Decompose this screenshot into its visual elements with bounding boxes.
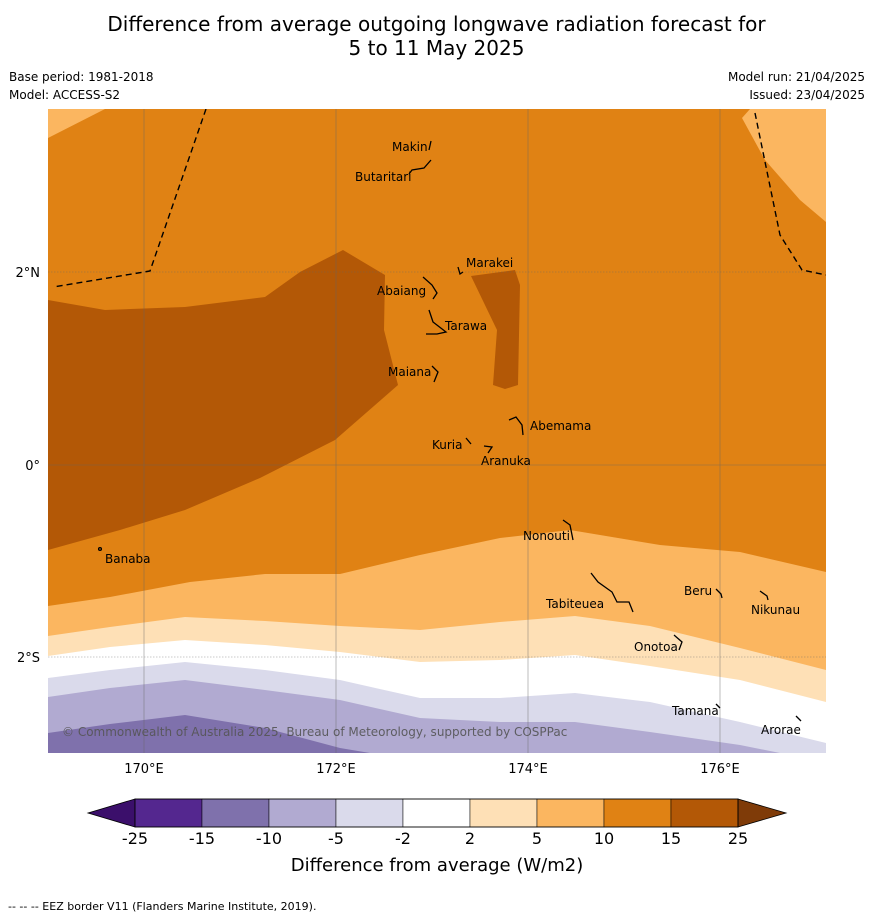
lon-tick-176: 176°E [700, 762, 740, 777]
island-butaritari [408, 159, 432, 175]
label-abemama: Abemama [530, 419, 591, 433]
island-marakei [457, 266, 464, 276]
lon-tick-170: 170°E [124, 762, 164, 777]
label-marakei: Marakei [466, 256, 513, 270]
contour-5-10-nw [48, 109, 105, 138]
contour-15-25-west [48, 250, 398, 550]
colorbar-tick-label: -25 [122, 829, 148, 848]
colorbar-segments [134, 798, 739, 828]
axis-labels: 170°E 172°E 174°E 176°E 2°N 0° 2°S [16, 266, 740, 777]
island-tarawa [426, 309, 448, 335]
island-kuria [465, 437, 472, 445]
contour-15-25-east [471, 270, 520, 389]
colorbar-tick-label: 10 [594, 829, 614, 848]
base-period: Base period: 1981-2018 [9, 70, 154, 84]
island-onotoa [673, 634, 683, 651]
colorbar-tick-label: 25 [728, 829, 748, 848]
island-nikunau [759, 590, 769, 601]
colorbar-segment [536, 798, 605, 828]
label-nonouti: Nonouti [523, 529, 570, 543]
colorbar-tick-label: 5 [532, 829, 542, 848]
island-beru [715, 588, 723, 599]
issued-date: Issued: 23/04/2025 [749, 88, 865, 102]
label-maiana: Maiana [388, 365, 431, 379]
label-onotoa: Onotoa [634, 640, 678, 654]
island-arorae [795, 715, 802, 722]
contour-minus15-minus10 [48, 715, 370, 753]
place-labels: Makin Butaritari Marakei Abaiang Tarawa … [105, 140, 801, 737]
label-tamana: Tamana [671, 704, 719, 718]
colorbar-tick-label: -5 [328, 829, 344, 848]
colorbar-segment [603, 798, 672, 828]
label-tabiteuea: Tabiteuea [545, 597, 604, 611]
colorbar-tick-label: -10 [256, 829, 282, 848]
colorbar-segment [469, 798, 538, 828]
island-nonouti [562, 519, 574, 541]
label-aranuka: Aranuka [481, 454, 531, 468]
label-abaiang: Abaiang [377, 284, 426, 298]
label-kuria: Kuria [432, 438, 463, 452]
colorbar-ticks: -25 -15 -10 -5 -2 2 5 10 15 25 [122, 829, 748, 848]
island-abemama [508, 416, 524, 436]
title-line-2: 5 to 11 May 2025 [348, 36, 525, 60]
island-tabiteuea [590, 572, 634, 613]
colorbar-tick-label: 15 [661, 829, 681, 848]
label-banaba: Banaba [105, 552, 151, 566]
colorbar-label: Difference from average (W/m2) [291, 855, 583, 876]
colorbar-segment [670, 798, 739, 828]
lon-tick-172: 172°E [316, 762, 356, 777]
island-maiana [431, 365, 439, 383]
island-banaba [97, 546, 103, 552]
title-line-1: Difference from average outgoing longwav… [107, 12, 766, 36]
lon-tick-174: 174°E [508, 762, 548, 777]
islands [97, 140, 802, 722]
colorbar-segment [335, 798, 404, 828]
gridlines [48, 109, 826, 753]
model-run: Model run: 21/04/2025 [727, 70, 865, 84]
island-makin [428, 140, 432, 151]
island-abaiang [422, 276, 438, 300]
colorbar-segment [134, 798, 203, 828]
colorbar-segment [402, 798, 471, 828]
label-butaritari: Butaritari [355, 170, 412, 184]
colorbar: -25 -15 -10 -5 -2 2 5 10 15 25 Difference from av… [86, 798, 788, 876]
copyright-watermark: © Commonwealth of Australia 2025, Bureau… [62, 725, 567, 739]
chart-title: Difference from average outgoing longwav… [0, 12, 873, 60]
lat-tick-0: 0° [25, 459, 40, 474]
colorbar-tick-label: -2 [395, 829, 411, 848]
colorbar-over-arrow [737, 798, 788, 828]
colorbar-frame [134, 798, 739, 828]
label-tarawa: Tarawa [444, 319, 487, 333]
eez-footer-note: -- -- -- EEZ border V11 (Flanders Marine… [8, 900, 317, 913]
colorbar-tick-label: 2 [465, 829, 475, 848]
label-nikunau: Nikunau [751, 603, 800, 617]
island-aranuka [483, 445, 494, 454]
island-tamana [715, 703, 721, 709]
colorbar-tick-label: -15 [189, 829, 215, 848]
lat-tick-2s: 2°S [17, 651, 40, 666]
map-area: Makin Butaritari Marakei Abaiang Tarawa … [48, 109, 826, 753]
lat-tick-2n: 2°N [16, 266, 41, 281]
colorbar-segment [268, 798, 337, 828]
colorbar-segment [201, 798, 270, 828]
colorbar-under-arrow [86, 798, 136, 828]
contour-5-10-ne [742, 109, 826, 222]
label-makin: Makin [392, 140, 428, 154]
eez-border [52, 109, 826, 288]
model-name: Model: ACCESS-S2 [9, 88, 121, 102]
label-arorae: Arorae [761, 723, 801, 737]
label-beru: Beru [684, 584, 712, 598]
